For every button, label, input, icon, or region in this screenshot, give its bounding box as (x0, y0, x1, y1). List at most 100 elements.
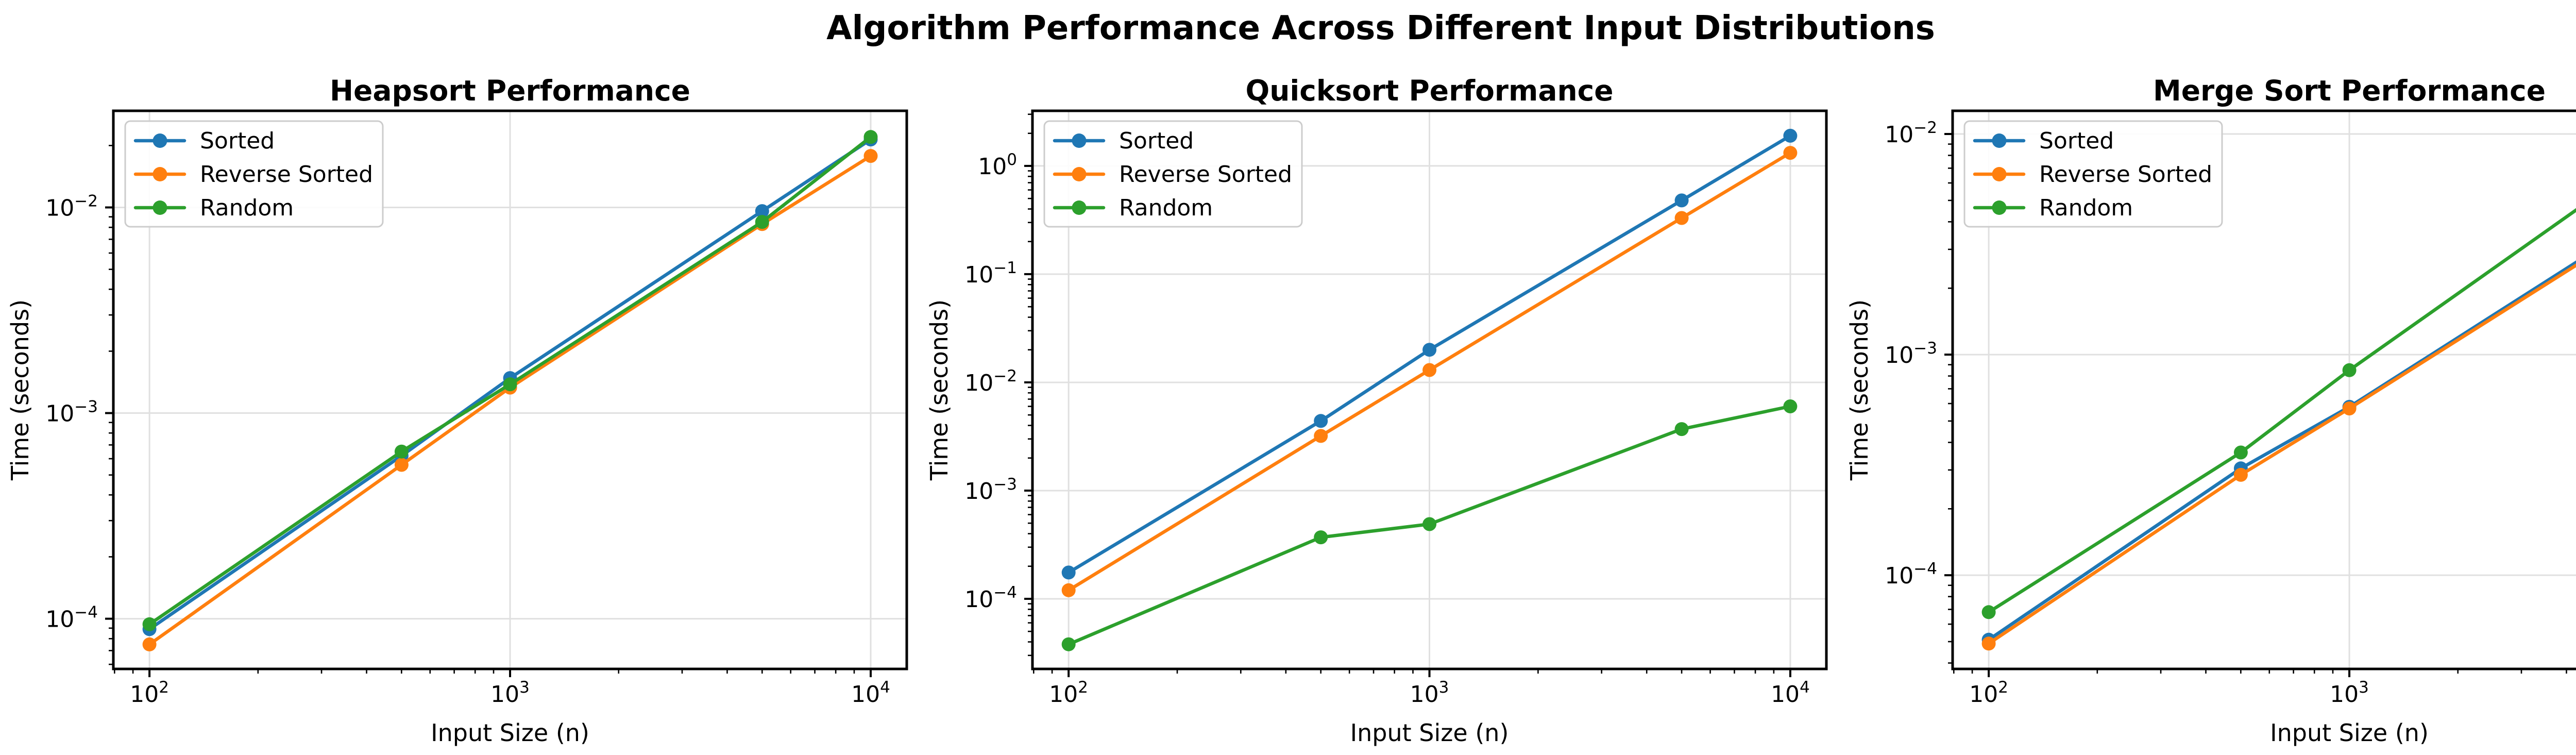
legend-item-sorted: Sorted (1973, 128, 2114, 154)
legend-box (1043, 120, 1303, 228)
series-random (1061, 399, 1798, 651)
legend-item-sorted: Sorted (1053, 128, 1194, 154)
y-axis-label: Time (seconds) (6, 299, 34, 481)
data-point-marker (1422, 343, 1437, 357)
data-point-marker (2233, 445, 2248, 460)
data-point-marker (1674, 211, 1689, 225)
data-point-marker (1783, 128, 1798, 143)
tick-label: 103 (2330, 678, 2369, 708)
legend-label: Sorted (1119, 128, 1194, 154)
series-line (1987, 260, 2576, 642)
tick-label: 10−4 (45, 603, 98, 633)
data-point-marker (1783, 146, 1798, 160)
legend-marker (1992, 133, 2007, 148)
data-point-marker (1061, 583, 1076, 597)
series-reverse-sorted (1061, 146, 1798, 597)
data-point-marker (1674, 193, 1689, 208)
legend-label: Sorted (2039, 128, 2114, 154)
tick-label: 10−2 (1885, 119, 1937, 148)
series-random (1981, 208, 2576, 619)
subplot-title: Heapsort Performance (330, 74, 690, 107)
tick-label: 104 (851, 678, 890, 708)
data-point-marker (1422, 517, 1437, 531)
subplot-quicksort-performance: 102 103 104 100 10−1 10−2 10−3 10−4 Quicksort Pe… (925, 74, 1828, 747)
tick-label: 10−4 (964, 583, 1017, 613)
figure-title: Algorithm Performance Across Different I… (826, 9, 1935, 47)
tick-label: 10−4 (1885, 560, 1937, 589)
data-point-marker (1314, 429, 1328, 443)
legend-marker (152, 200, 167, 215)
tick-label: 10−2 (45, 192, 98, 221)
legend-marker (1992, 167, 2007, 181)
legend: Sorted Reverse Sorted Random (1963, 120, 2223, 228)
data-point-marker (2233, 467, 2248, 482)
data-point-marker (755, 204, 769, 219)
data-point-marker (1061, 637, 1076, 651)
legend-label: Random (1119, 195, 1213, 221)
subplot-title: Quicksort Performance (1245, 74, 1613, 107)
legend-marker (1072, 133, 1087, 148)
legend-marker (152, 167, 167, 181)
data-point-marker (1314, 414, 1328, 428)
legend-item-random: Random (133, 195, 294, 221)
legend-label: Random (2039, 195, 2133, 221)
tick-label: 10−3 (964, 475, 1017, 505)
data-point-marker (1981, 605, 1996, 619)
data-point-marker (755, 215, 769, 229)
legend: Sorted Reverse Sorted Random (1043, 120, 1303, 228)
data-point-marker (1674, 422, 1689, 437)
data-point-marker (863, 149, 878, 163)
tick-label: 100 (978, 150, 1017, 180)
data-point-marker (2342, 363, 2357, 377)
tick-label: 102 (1969, 678, 2008, 708)
legend-box (1963, 120, 2223, 228)
legend-label: Reverse Sorted (200, 161, 373, 188)
axis-ticks (1944, 133, 2567, 677)
legend-item-reverse-sorted: Reverse Sorted (1973, 161, 2212, 188)
legend-item-random: Random (1053, 195, 1213, 221)
legend: Sorted Reverse Sorted Random (124, 120, 384, 228)
tick-label: 103 (490, 678, 530, 708)
tick-label: 102 (130, 678, 169, 708)
legend-item-reverse-sorted: Reverse Sorted (1053, 161, 1292, 188)
tick-label: 10−2 (964, 367, 1017, 396)
axis-ticks (105, 145, 872, 677)
legend-item-reverse-sorted: Reverse Sorted (133, 161, 373, 188)
legend-item-random: Random (1973, 195, 2133, 221)
tick-labels: 102 103 104 100 10−1 10−2 10−3 10−4 (964, 150, 1810, 708)
tick-label: 104 (1771, 678, 1810, 708)
legend-marker (152, 133, 167, 148)
legend-label: Sorted (200, 128, 275, 154)
data-point-marker (1314, 530, 1328, 545)
data-point-marker (394, 458, 409, 472)
x-axis-label: Input Size (n) (2270, 719, 2429, 747)
tick-label: 10−3 (1885, 339, 1937, 368)
tick-label: 102 (1049, 678, 1088, 708)
series-sorted (1061, 128, 1798, 580)
data-point-marker (863, 130, 878, 144)
axis-ticks (1024, 113, 1791, 677)
data-point-marker (394, 444, 409, 459)
data-point-marker (1783, 399, 1798, 413)
data-point-marker (1061, 565, 1076, 580)
legend-item-sorted: Sorted (133, 128, 275, 154)
series-random (142, 130, 878, 631)
y-axis-label: Time (seconds) (925, 299, 953, 481)
tick-label: 10−1 (964, 259, 1017, 288)
legend-marker (1992, 200, 2007, 215)
y-axis-label: Time (seconds) (1845, 299, 1873, 481)
legend-marker (1072, 167, 1087, 181)
legend-marker (1072, 200, 1087, 215)
data-point-marker (2342, 401, 2357, 416)
series-sorted (1981, 260, 2576, 647)
data-point-marker (142, 637, 157, 651)
data-point-marker (503, 377, 517, 392)
data-point-marker (1422, 363, 1437, 377)
data-point-marker (142, 617, 157, 631)
x-axis-label: Input Size (n) (431, 719, 589, 747)
